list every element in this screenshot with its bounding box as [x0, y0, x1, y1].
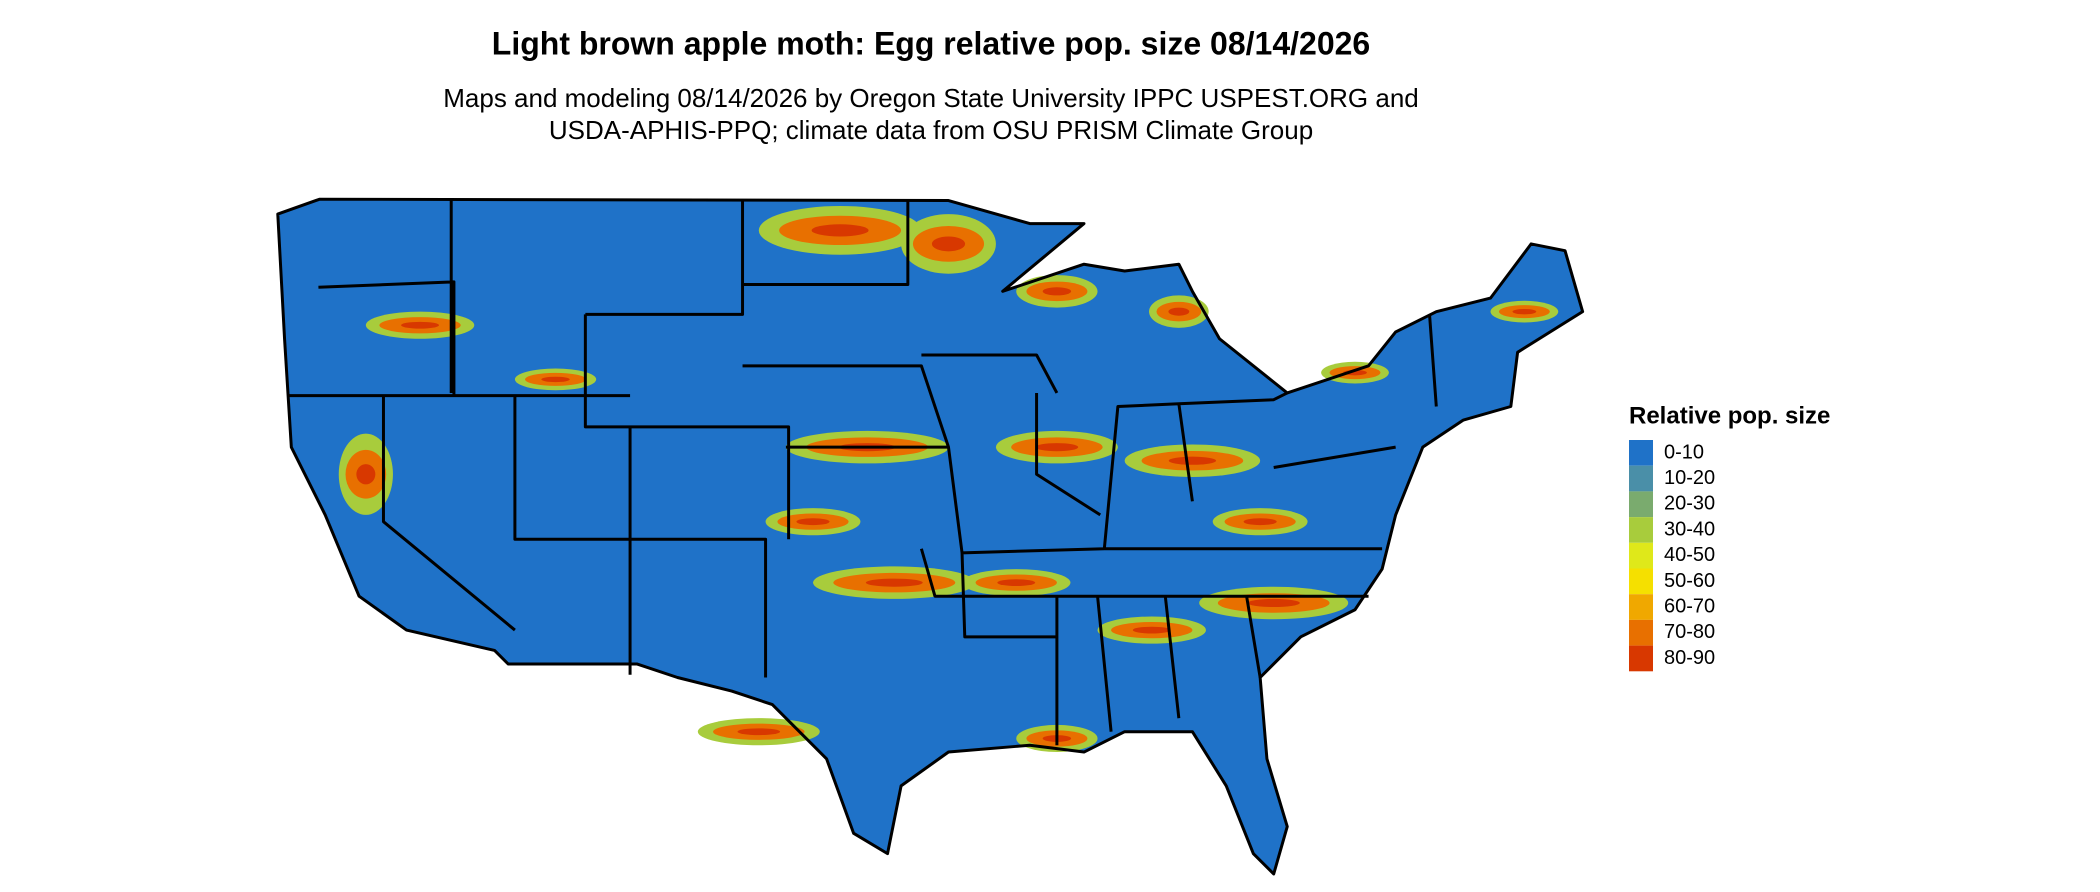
legend-swatch [1629, 594, 1653, 620]
hotspot [1512, 308, 1537, 315]
legend-swatch [1629, 542, 1653, 569]
land-border [276, 197, 1585, 876]
map-subtitle: USDA-APHIS-PPQ; climate data from OSU PR… [549, 115, 1313, 145]
land [277, 199, 1583, 874]
legend-swatch [1629, 517, 1653, 543]
map-title: Light brown apple moth: Egg relative pop… [492, 25, 1370, 61]
legend-label: 50-60 [1664, 570, 1715, 592]
legend-swatch [1629, 465, 1653, 492]
legend-label: 60-70 [1664, 595, 1715, 617]
hotspot [1243, 518, 1277, 526]
hotspot [997, 579, 1036, 587]
legend-label: 30-40 [1664, 518, 1715, 540]
legend-label: 40-50 [1664, 544, 1715, 566]
legend-title: Relative pop. size [1629, 402, 1830, 429]
legend-label: 20-30 [1664, 493, 1715, 515]
hotspot [1132, 626, 1171, 634]
hotspot [1247, 598, 1300, 608]
legend-swatch [1629, 440, 1653, 466]
hotspot [865, 578, 923, 587]
hotspot [401, 321, 440, 329]
us-map [276, 197, 1585, 876]
hotspot [796, 518, 830, 526]
hotspot [1168, 307, 1190, 316]
hotspot [811, 224, 869, 237]
legend-swatch [1629, 619, 1653, 646]
hotspot [737, 728, 781, 736]
legend-label: 0-10 [1664, 441, 1704, 463]
map-subtitle: Maps and modeling 08/14/2026 by Oregon S… [443, 83, 1419, 113]
legend-label: 70-80 [1664, 621, 1715, 643]
legend-swatch [1629, 645, 1653, 672]
hotspot [1168, 456, 1217, 465]
hotspot [1035, 443, 1079, 452]
legend-swatch [1629, 491, 1653, 518]
legend-label: 80-90 [1664, 647, 1715, 669]
legend-swatch [1629, 568, 1653, 595]
hotspot [356, 464, 376, 485]
hotspot [1042, 287, 1072, 296]
hotspot [931, 236, 966, 252]
hotspot [541, 376, 570, 383]
legend: 0-10 10-20 20-30 30-40 40-50 50-60 60-70 70-80 8… [1629, 440, 1715, 672]
state-borders [287, 200, 1438, 746]
legend-label: 10-20 [1664, 467, 1715, 489]
